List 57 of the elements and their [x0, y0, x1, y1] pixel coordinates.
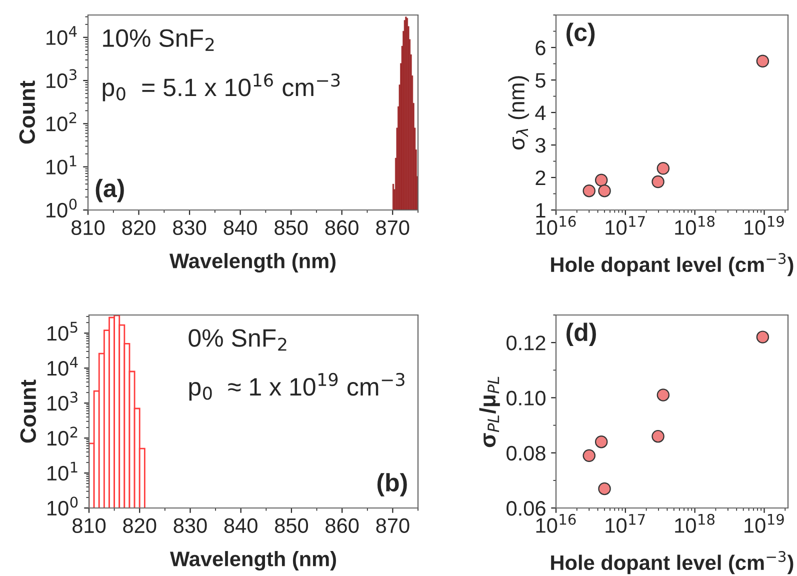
y-tick-label: 10$^{4}$ — [48, 356, 78, 376]
x-axis-title: Hole dopant level (cm$^{−3}$) — [551, 551, 794, 574]
annotation: (c) — [566, 22, 595, 46]
y-tick-label: 0.10 — [506, 390, 546, 406]
y-tick-label: 4 — [535, 106, 546, 120]
x-tick-label: 870 — [376, 220, 410, 236]
x-tick-label: 830 — [174, 518, 207, 534]
x-axis-title: Hole dopant level (cm$^{−3}$) — [551, 253, 794, 276]
y-axis-title: σ$_{PL}$/μ$_{PL}$ — [479, 376, 500, 448]
x-tick-label: 840 — [224, 518, 258, 534]
y-axis-title: Count — [19, 80, 35, 144]
x-tick-label: 850 — [274, 220, 308, 236]
annotation: (a) — [96, 178, 124, 202]
x-tick-label: 10$^{17}$ — [606, 514, 645, 533]
y-tick-label: 10$^{3}$ — [46, 69, 76, 88]
y-tick-label: 10$^{1}$ — [46, 156, 76, 174]
annotation: p$_{0}$ = 5.1 x 10$^{16}$ cm$^{−3}$ — [102, 74, 340, 102]
x-tick-label: 10$^{17}$ — [606, 216, 645, 235]
y-axis-title: Count — [20, 380, 36, 443]
annotation: 0% SnF$_{2}$ — [188, 329, 286, 351]
x-tick-label: 830 — [173, 220, 206, 236]
y-tick-label: 10$^{0}$ — [46, 198, 77, 218]
x-tick-label: 870 — [376, 518, 410, 534]
y-tick-label: 0.12 — [506, 336, 546, 350]
annotation: 10% SnF$_{2}$ — [103, 29, 214, 51]
y-tick-label: 2 — [536, 170, 546, 186]
x-tick-label: 10$^{19}$ — [744, 216, 784, 235]
annotation: (d) — [566, 322, 596, 346]
y-tick-label: 6 — [536, 40, 546, 56]
x-tick-label: 840 — [224, 220, 257, 236]
x-tick-label: 10$^{18}$ — [675, 216, 715, 235]
y-tick-label: 10$^{2}$ — [46, 112, 76, 132]
y-tick-label: 0.08 — [506, 446, 546, 461]
annotation: (b) — [377, 473, 407, 496]
y-tick-label: 1 — [536, 203, 546, 218]
y-tick-label: 10$^{4}$ — [46, 26, 77, 45]
y-axis-title: σ$_{λ}$ (nm) — [508, 76, 529, 150]
y-tick-label: 10$^{5}$ — [48, 322, 78, 341]
y-tick-label: 3 — [535, 138, 546, 153]
x-tick-label: 820 — [123, 518, 156, 534]
x-tick-label: 810 — [72, 220, 105, 236]
x-tick-label: 820 — [122, 220, 156, 236]
x-axis-title: Wavelength (nm) — [170, 253, 336, 273]
x-tick-label: 810 — [72, 518, 106, 534]
y-tick-label: 0.06 — [506, 501, 546, 516]
y-tick-label: 10$^{0}$ — [48, 496, 78, 516]
x-tick-label: 860 — [326, 518, 359, 534]
x-tick-label: 850 — [274, 518, 308, 534]
x-tick-label: 10$^{18}$ — [675, 514, 715, 533]
y-tick-label: 5 — [536, 73, 546, 88]
annotation: p$_{0}$ ≈ 1 x 10$^{19}$ cm$^{−3}$ — [189, 372, 404, 401]
x-tick-label: 10$^{19}$ — [744, 514, 784, 533]
y-tick-label: 10$^{3}$ — [48, 392, 78, 411]
y-tick-label: 10$^{2}$ — [48, 426, 78, 446]
x-axis-title: Wavelength (nm) — [170, 551, 336, 571]
x-tick-label: 860 — [325, 220, 358, 236]
y-tick-label: 10$^{1}$ — [48, 462, 78, 481]
